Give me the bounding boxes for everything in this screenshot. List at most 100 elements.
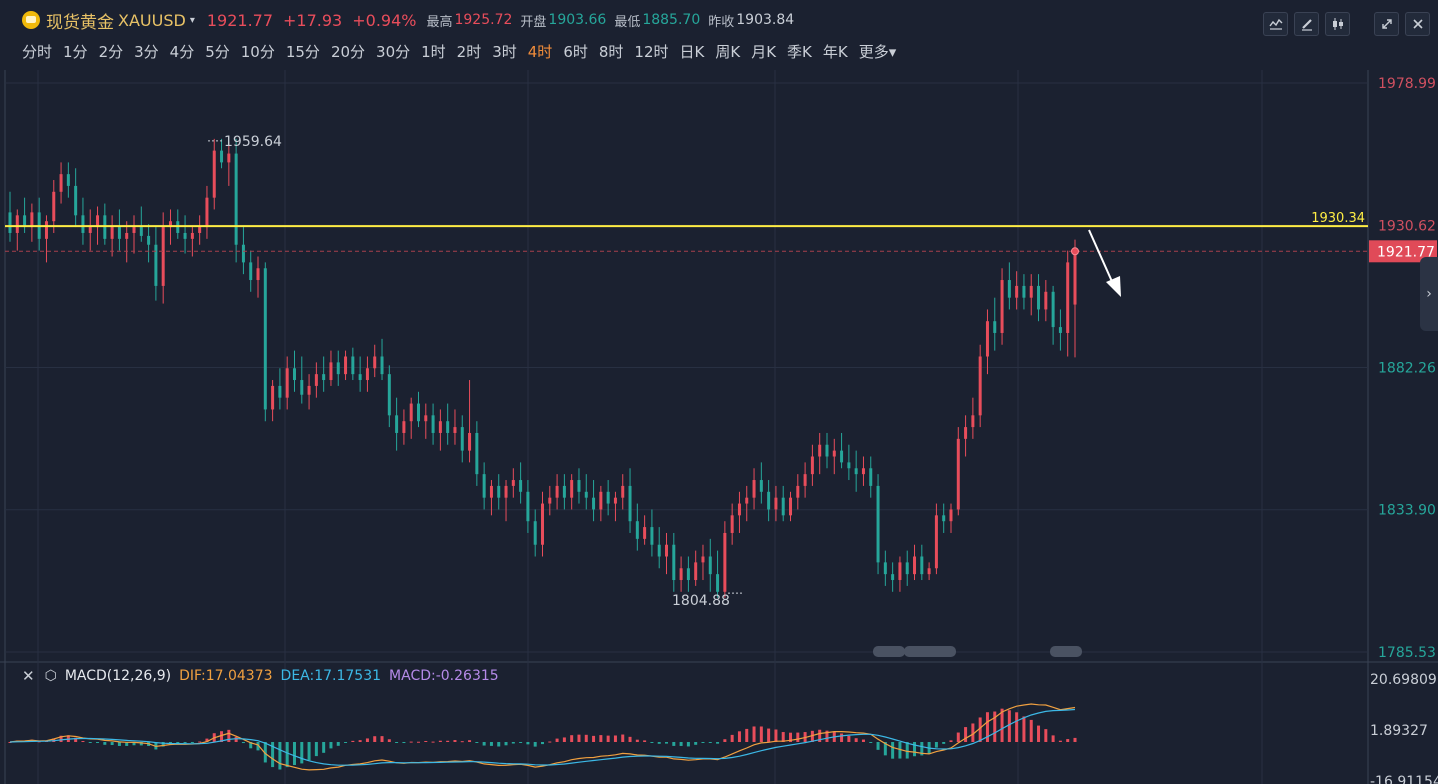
settings-hexagon-icon[interactable]: ⬡ — [44, 668, 57, 684]
pencil-icon[interactable] — [1294, 12, 1319, 36]
period-tab-13[interactable]: 4时 — [527, 42, 553, 61]
event-marker — [904, 646, 956, 657]
period-tab-9[interactable]: 30分 — [376, 42, 411, 61]
candle-body — [920, 556, 924, 575]
period-tab-4[interactable]: 4分 — [169, 42, 195, 61]
period-tab-22[interactable]: 更多▾ — [858, 42, 897, 61]
candle-body — [570, 480, 574, 498]
macd-bar — [759, 726, 763, 742]
candle-body — [511, 480, 515, 486]
candle-body — [74, 185, 78, 216]
period-tab-15[interactable]: 8时 — [598, 42, 624, 61]
candle-body — [541, 503, 544, 545]
period-tab-10[interactable]: 1时 — [421, 42, 446, 61]
macd-bar — [489, 742, 493, 746]
macd-bar — [628, 736, 632, 742]
symbol-dropdown-icon[interactable]: ▾ — [189, 14, 195, 26]
macd-bar — [314, 742, 318, 757]
macd-bar — [475, 742, 479, 743]
candle-body — [708, 556, 712, 575]
macd-bar — [650, 742, 654, 743]
candle-body — [241, 244, 245, 263]
period-tab-1[interactable]: 1分 — [63, 42, 88, 61]
macd-bar — [322, 742, 326, 753]
period-tab-20[interactable]: 季K — [787, 42, 812, 61]
period-tab-11[interactable]: 2时 — [456, 42, 482, 61]
close-icon[interactable] — [1405, 12, 1430, 36]
symbol-code[interactable]: XAUUSD — [118, 10, 186, 30]
candle-body — [30, 212, 34, 228]
macd-bar — [643, 740, 647, 742]
chart-line-icon[interactable] — [1263, 12, 1288, 36]
period-tab-19[interactable]: 月K — [751, 42, 777, 61]
period-tab-3[interactable]: 3分 — [134, 42, 159, 61]
expand-icon[interactable] — [1374, 12, 1399, 36]
macd-bar — [621, 734, 625, 742]
candlestick-icon[interactable] — [1325, 12, 1350, 36]
candle-body — [117, 227, 121, 239]
macd-bar — [154, 742, 158, 750]
macd-bar — [198, 741, 202, 743]
macd-bar — [898, 742, 902, 759]
candle-body — [665, 544, 669, 557]
candle-body — [380, 356, 384, 375]
period-tab-5[interactable]: 5分 — [205, 42, 230, 61]
macd-bar — [985, 712, 989, 742]
y-axis-label: 1978.99 — [1378, 76, 1436, 92]
candle-body — [861, 468, 865, 475]
period-tab-17[interactable]: 日K — [679, 42, 705, 61]
period-tab-21[interactable]: 年K — [822, 42, 848, 61]
period-tab-6[interactable]: 10分 — [240, 42, 275, 61]
macd-bar — [1058, 740, 1062, 742]
candle-body — [292, 368, 296, 381]
candle-body — [643, 527, 647, 539]
macd-bar — [723, 739, 727, 742]
candle-body — [475, 432, 479, 475]
period-tab-16[interactable]: 12时 — [634, 42, 669, 61]
macd-bar — [96, 742, 100, 743]
last-price: 1921.77 — [206, 10, 274, 30]
macd-bar — [278, 742, 282, 770]
candle-body — [701, 556, 705, 563]
candle-body — [110, 227, 114, 239]
macd-bar — [905, 742, 909, 759]
macd-bar — [1044, 729, 1048, 742]
candle-body — [628, 485, 632, 522]
macd-bar — [227, 729, 231, 742]
macd-bar — [942, 742, 946, 744]
macd-bar — [81, 741, 85, 743]
candlestick-chart[interactable]: 1930.34 1921.77 1978.99 1930.62 1882.26 1833.… — [0, 70, 1438, 663]
candle-body — [927, 568, 931, 575]
period-tab-14[interactable]: 6时 — [563, 42, 588, 61]
period-tab-8[interactable]: 20分 — [330, 42, 366, 61]
close-indicator-icon[interactable]: ✕ — [22, 667, 35, 685]
macd-chart[interactable]: 20.69809 1.89327 -16.91154 — [0, 663, 1438, 784]
period-tab-12[interactable]: 3时 — [492, 42, 517, 61]
candle-body — [307, 385, 311, 395]
macd-bar — [883, 742, 887, 756]
period-tab-2[interactable]: 2分 — [98, 42, 124, 61]
macd-bar — [241, 742, 245, 744]
candle-body — [23, 215, 27, 228]
macd-bar — [774, 729, 778, 742]
candle-body — [971, 415, 975, 428]
candle-body — [796, 485, 800, 498]
macd-bar — [285, 742, 289, 768]
macd-bar — [511, 742, 515, 744]
macd-bar — [964, 727, 968, 742]
event-marker — [1050, 646, 1082, 657]
quote-bar: 现货黄金 XAUUSD ▾ 1921.77 +17.93 +0.94% 最高 1… — [0, 6, 802, 34]
macd-bar — [373, 736, 377, 742]
period-tab-7[interactable]: 15分 — [285, 42, 320, 61]
symbol-name[interactable]: 现货黄金 — [46, 12, 114, 33]
current-price-dot — [1071, 247, 1079, 256]
candle-body — [329, 362, 333, 381]
macd-bar — [1037, 725, 1041, 742]
period-tab-0[interactable]: 分时 — [22, 42, 53, 61]
candle-body — [810, 456, 814, 475]
candle-body — [781, 497, 785, 516]
candle-body — [147, 235, 151, 245]
period-tab-18[interactable]: 周K — [715, 42, 741, 61]
chevron-right-icon[interactable]: › — [1420, 257, 1438, 331]
macd-bar — [300, 742, 304, 764]
